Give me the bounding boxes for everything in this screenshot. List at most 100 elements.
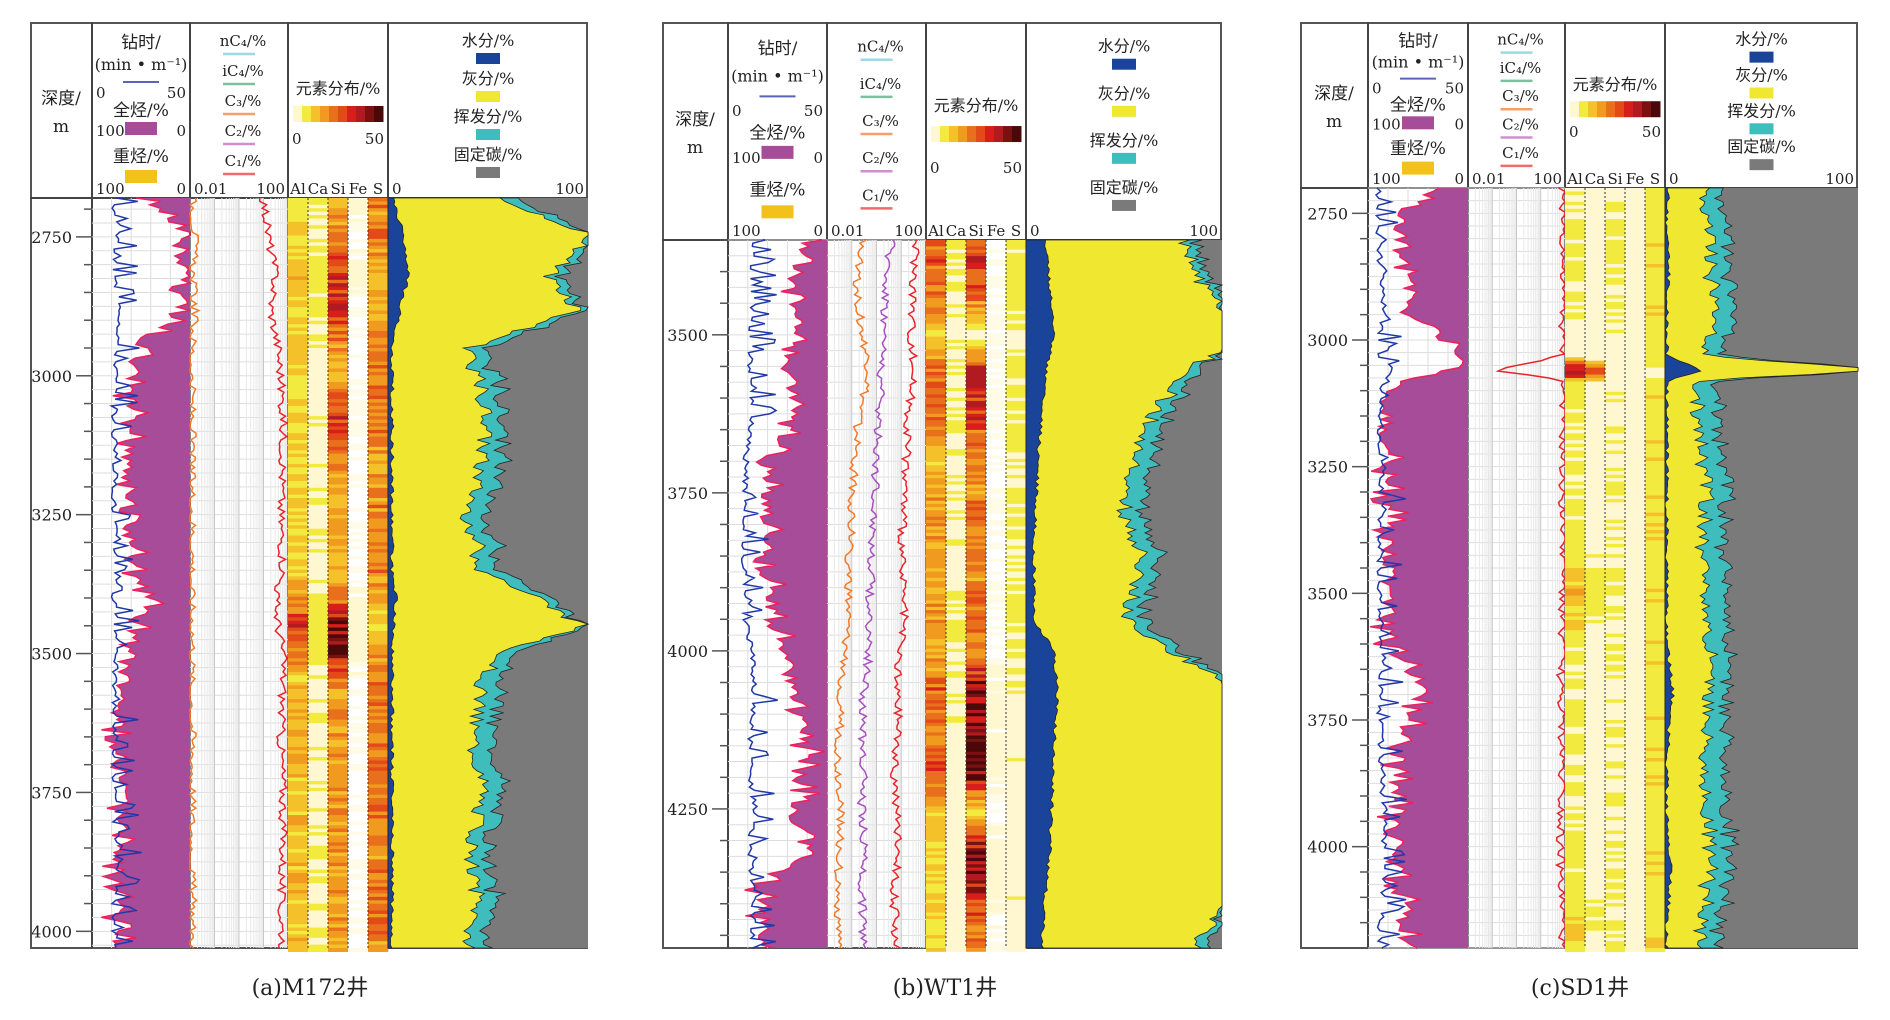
heatmap-cell-si <box>328 675 349 680</box>
heatmap-cell-al <box>1565 827 1586 832</box>
heatmap-cell-si <box>1605 581 1626 586</box>
heatmap-cell-s <box>368 876 389 881</box>
heatmap-cell-fe <box>986 436 1007 441</box>
heatmap-cell-fe <box>348 627 369 632</box>
heatmap-cell-si <box>966 806 987 811</box>
heatmap-cell-si <box>1605 312 1626 317</box>
heatmap-cell-si <box>966 420 987 425</box>
heatmap-cell-s <box>368 576 389 581</box>
heatmap-cell-ca <box>946 864 967 869</box>
heatmap-cell-ca <box>1585 357 1606 362</box>
heatmap-cell-fe <box>1625 561 1646 566</box>
heatmap-cell-s <box>1006 806 1027 811</box>
heatmap-cell-s <box>368 695 389 700</box>
heatmap-cell-ca <box>308 538 329 543</box>
heatmap-cell-si <box>1605 222 1626 227</box>
heatmap-cell-ca <box>946 716 967 721</box>
heatmap-cell-s <box>1645 409 1666 414</box>
heatmap-cell-al <box>288 399 309 404</box>
heatmap-cell-al <box>288 760 309 765</box>
heatmap-cell-ca <box>1585 367 1606 372</box>
heatmap-cell-si <box>966 845 987 849</box>
heatmap-cell-fe <box>348 583 369 588</box>
heatmap-cell-fe <box>348 498 369 503</box>
heatmap-cell-ca <box>1585 277 1606 282</box>
heatmap-cell-si <box>1605 409 1626 414</box>
heatmap-cell-al <box>926 397 947 402</box>
heatmap-cell-s <box>1645 346 1666 351</box>
heatmap-cell-s <box>368 245 389 250</box>
heatmap-cell-ca <box>946 249 967 254</box>
heatmap-cell-al <box>1565 568 1586 573</box>
heatmap-cell-si <box>966 825 987 830</box>
heatmap-cell-si <box>1605 512 1626 517</box>
heatmap-cell-al <box>926 619 947 624</box>
heatmap-cell-s <box>368 521 389 526</box>
heatmap-cell-ca <box>308 446 329 451</box>
heatmap-cell-ca <box>308 607 329 612</box>
heatmap-cell-ca <box>946 304 967 309</box>
heatmap-cell-al <box>1565 916 1586 921</box>
heatmap-cell-ca <box>946 359 967 363</box>
heatmap-cell-ca <box>946 835 967 840</box>
heatmap-cell-fe <box>1625 574 1646 579</box>
heatmap-cell-ca <box>1585 713 1606 718</box>
heatmap-cell-al <box>926 294 947 299</box>
heatmap-cell-si <box>1605 412 1626 417</box>
heatmap-cell-fe <box>1625 478 1646 483</box>
drill-time-min: 0 <box>732 102 742 120</box>
heatmap-cell-fe <box>986 285 1007 289</box>
heatmap-cell-s <box>1006 925 1027 930</box>
heatmap-cell-fe <box>1625 782 1646 787</box>
heatmap-cell-s <box>1006 558 1027 563</box>
heatmap-cell-al <box>1565 726 1586 731</box>
heatmap-cell-ca <box>946 944 967 949</box>
heatmap-cell-s <box>1006 828 1027 833</box>
heatmap-cell-ca <box>1585 616 1606 621</box>
heatmap-cell-ca <box>1585 930 1606 935</box>
heatmap-cell-ca <box>308 590 329 595</box>
heatmap-cell-al <box>288 937 309 942</box>
heatmap-cell-al <box>288 705 309 710</box>
heatmap-cell-ca <box>1585 758 1606 763</box>
heatmap-cell-s <box>1006 439 1027 444</box>
heatmap-cell-ca <box>308 296 329 301</box>
heatmap-cell-al <box>926 314 947 318</box>
heatmap-cell-si <box>966 655 987 659</box>
heatmap-cell-si <box>1605 771 1626 776</box>
heatmap-cell-si <box>966 742 987 746</box>
proximate-legend-swatch <box>1749 123 1774 135</box>
heatmap-cell-ca <box>1585 547 1606 552</box>
heatmap-cell-s <box>1645 374 1666 379</box>
heatmap-cell-ca <box>946 542 967 547</box>
heatmap-cell-ca <box>308 463 329 468</box>
colorbar-segment <box>329 106 339 122</box>
total-gas-max: 0 <box>813 149 823 167</box>
heatmap-cell-fe <box>986 941 1007 946</box>
heavy-gas-max: 0 <box>813 222 823 240</box>
heatmap-cell-fe <box>986 310 1007 315</box>
heatmap-cell-al <box>926 639 947 643</box>
heatmap-cell-ca <box>946 568 967 573</box>
heatmap-cell-si <box>1605 550 1626 555</box>
heatmap-cell-s <box>368 835 389 840</box>
heatmap-cell-si <box>966 484 987 489</box>
heatmap-cell-ca <box>1585 744 1606 749</box>
heatmap-cell-al <box>288 426 309 431</box>
heatmap-cell-fe <box>348 900 369 905</box>
heatmap-cell-s <box>1645 250 1666 255</box>
heatmap-cell-al <box>288 450 309 455</box>
heatmap-cell-al <box>1565 896 1586 901</box>
heatmap-cell-fe <box>1625 661 1646 666</box>
heatmap-cell-ca <box>308 252 329 257</box>
heatmap-cell-ca <box>1585 201 1606 206</box>
heatmap-cell-ca <box>946 262 967 267</box>
heatmap-cell-ca <box>308 675 329 680</box>
heatmap-cell-ca <box>946 886 967 891</box>
heatmap-cell-ca <box>308 412 329 417</box>
heatmap-cell-al <box>926 635 947 640</box>
heatmap-cell-si <box>966 474 987 479</box>
colorbar-segment <box>1570 101 1580 118</box>
heatmap-cell-al <box>1565 782 1586 787</box>
heatmap-cell-si <box>328 777 349 782</box>
